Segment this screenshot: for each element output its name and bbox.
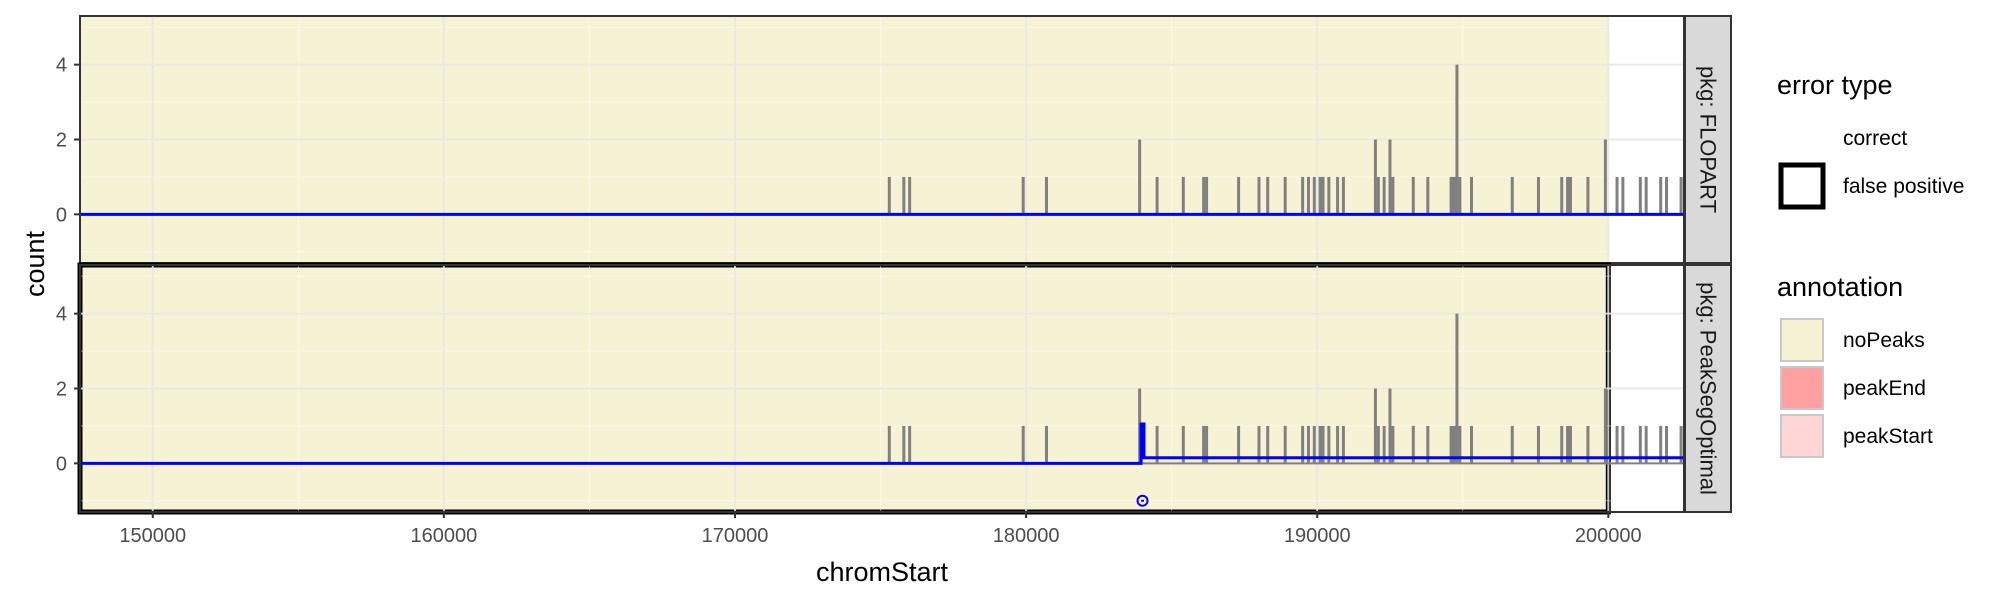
legend-title: error type — [1777, 70, 1893, 100]
x-tick-label: 180000 — [993, 525, 1060, 547]
peak-marker — [1136, 494, 1149, 507]
legend-label: peakStart — [1843, 425, 1933, 448]
legend: error type correct false positive annotatio… — [1777, 70, 1964, 458]
segment-mean-line — [80, 422, 1684, 465]
y-tick-label: 0 — [56, 204, 67, 226]
y-tick-label: 2 — [56, 379, 67, 401]
panel-2: 0 2 4 pkg: PeakSegOptimal — [56, 262, 1732, 515]
x-tick-label: 200000 — [1575, 525, 1642, 547]
legend-key-peakStart — [1780, 414, 1824, 458]
y-tick-label: 2 — [56, 130, 67, 152]
x-tick-label: 190000 — [1284, 525, 1351, 547]
x-tick-label: 160000 — [411, 525, 478, 547]
legend-title: annotation — [1777, 272, 1903, 302]
y-tick-label: 4 — [56, 304, 67, 326]
legend-label: correct — [1843, 127, 1907, 150]
legend-key-noPeaks — [1780, 318, 1824, 362]
facet-strip — [1684, 264, 1732, 513]
legend-error-type: error type correct false positive — [1777, 70, 1964, 210]
legend-label: false positive — [1843, 175, 1964, 198]
legend-key-peakEnd — [1780, 366, 1824, 410]
y-tick-label: 0 — [56, 453, 67, 475]
x-tick-label: 150000 — [119, 525, 186, 547]
x-axis: 150000 160000 170000 180000 190000 200000 — [119, 512, 1642, 547]
x-axis-title: chromStart — [816, 557, 949, 587]
legend-label: peakEnd — [1843, 377, 1926, 400]
facet-strip-label: pkg: PeakSegOptimal — [1696, 282, 1721, 495]
legend-label: noPeaks — [1843, 329, 1925, 352]
panels: 0 2 4 pkg: FLOPART 0 2 4 pkg: PeakSegOptimal — [56, 15, 1732, 515]
legend-key-false-positive — [1778, 162, 1826, 210]
legend-annotation: annotation noPeaks peakEnd peakStart — [1777, 272, 1933, 458]
panel-1: 0 2 4 pkg: FLOPART — [56, 15, 1732, 264]
facet-strip — [1684, 15, 1732, 264]
facet-strip-label: pkg: FLOPART — [1696, 66, 1721, 213]
y-tick-label: 4 — [56, 55, 67, 77]
y-axis-title: count — [20, 230, 50, 297]
x-tick-label: 170000 — [702, 525, 769, 547]
legend-key-correct — [1781, 117, 1823, 159]
